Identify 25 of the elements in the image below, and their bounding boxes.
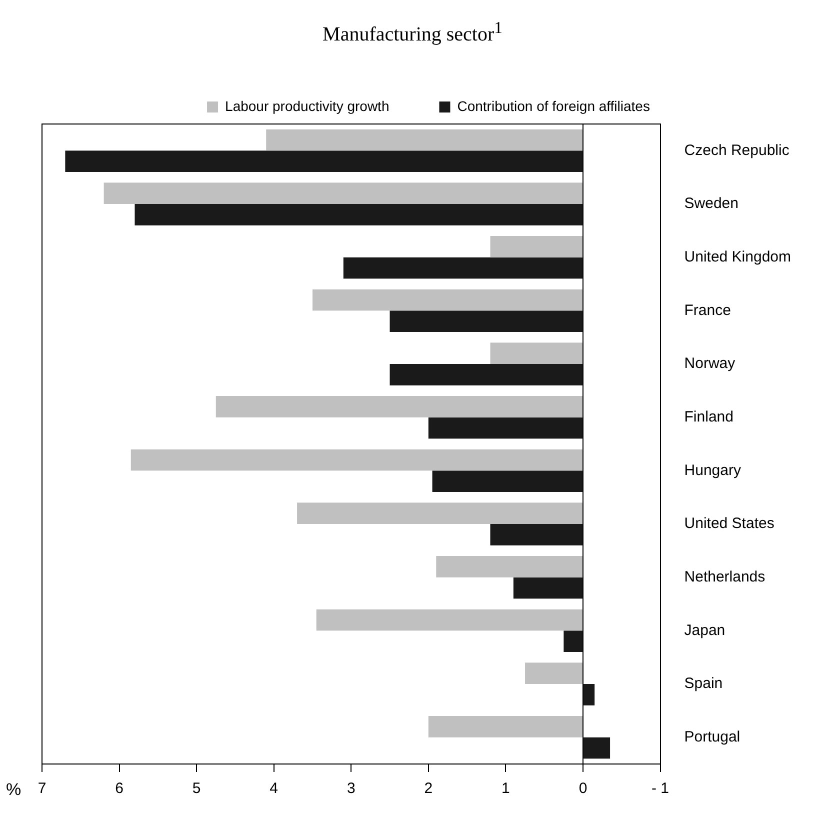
y-tick-label: United Kingdom — [684, 248, 792, 266]
x-tick-label: 6 — [115, 780, 124, 798]
y-tick-label: Finland — [684, 408, 734, 426]
x-tick-label: 0 — [578, 780, 588, 798]
x-tick-label: 7 — [38, 780, 46, 798]
x-axis-title: % — [6, 780, 22, 800]
y-tick-label: France — [684, 302, 731, 319]
x-tick-label: 2 — [424, 780, 433, 798]
y-tick-label: Portugal — [684, 728, 740, 746]
legend-label: Labour productivity growth — [225, 98, 390, 114]
y-tick-label: Sweden — [684, 195, 738, 212]
y-tick-label: Spain — [684, 675, 723, 692]
y-tick-label: Netherlands — [684, 568, 766, 586]
x-tick-label: 3 — [346, 780, 356, 798]
x-tick-label: 5 — [192, 780, 201, 798]
x-tick-label: - 1 — [652, 780, 670, 798]
y-tick-label: United States — [684, 515, 774, 532]
chart-title: Manufacturing sector$^{1}$ — [322, 18, 504, 47]
y-tick-label: Czech Republic — [684, 142, 790, 159]
y-tick-label: Hungary — [684, 462, 742, 479]
legend-label: Contribution of foreign affiliates — [457, 98, 650, 114]
y-tick-label: Japan — [684, 622, 726, 639]
x-tick-label: 1 — [502, 780, 510, 798]
y-tick-label: Norway — [684, 355, 736, 372]
x-tick-label: 4 — [270, 780, 278, 798]
